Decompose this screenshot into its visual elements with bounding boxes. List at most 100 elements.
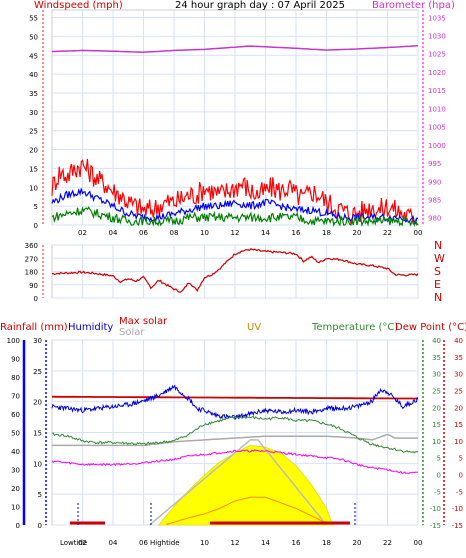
chart3-temp-tick: 30	[432, 371, 441, 379]
chart3-rain-tick: 5	[38, 491, 42, 499]
chart1-series-wind-speed	[51, 188, 419, 225]
chart3-rain-tick: 0	[38, 522, 42, 530]
chart3-series-rainfall	[51, 395, 419, 400]
chart3-x-label: 00	[414, 539, 423, 547]
chart3-humidity-tick: 90	[11, 356, 20, 364]
chart3-x-label: 14	[261, 539, 270, 547]
chart3-rain-label: Rainfall (mm)	[0, 322, 68, 333]
chart3-dew-tick: 15	[454, 421, 463, 429]
chart2-compass-label: E	[434, 278, 441, 291]
chart1-right-tick: 985	[428, 196, 441, 204]
chart3-solar-radiation-area	[157, 445, 334, 526]
chart2-left-tick: 270	[25, 255, 38, 263]
chart1-right-tick: 1020	[428, 69, 446, 77]
chart1-right-tick: 990	[428, 178, 441, 186]
chart1-right-tick: 1010	[428, 105, 446, 113]
chart3-temp-tick: 25	[432, 387, 441, 395]
chart3-humidity-tick: 70	[11, 393, 20, 401]
chart1-left-tick: 5	[34, 203, 38, 211]
chart3-humidity-tick: 30	[11, 467, 20, 475]
chart3-dew-tick: 20	[454, 404, 463, 412]
chart1-left-tick: 50	[29, 33, 38, 41]
chart3-temp-tick: 10	[432, 438, 441, 446]
chart1-left-tick: 45	[29, 52, 38, 60]
chart3-maxsolar-label: Max solar	[119, 316, 168, 327]
chart3-dew-tick: 30	[454, 371, 463, 379]
chart1-x-tick: 04	[109, 229, 118, 237]
chart3-dew-tick: 25	[454, 387, 463, 395]
chart3-x-label-hightide: Hightide	[150, 539, 180, 547]
chart3-x-label: 10	[200, 539, 209, 547]
chart1-x-tick: 08	[170, 229, 179, 237]
chart1-left-tick: 35	[29, 90, 38, 98]
chart3-humidity-tick: 60	[11, 411, 20, 419]
chart1-right-tick: 1015	[428, 87, 446, 95]
chart3-dew-tick: 35	[454, 354, 463, 362]
chart3-dew-tick: 40	[454, 337, 463, 345]
chart3-solar-label: Solar	[119, 327, 145, 338]
chart3-temp-label: Temperature (°C)	[311, 322, 398, 333]
chart3-x-label: 12	[231, 539, 240, 547]
chart3-x-label: 04	[109, 539, 118, 547]
chart3-series-temperature	[51, 415, 419, 454]
chart2-left-tick: 90	[29, 282, 38, 290]
chart3-x-label: 16	[292, 539, 301, 547]
chart2-series-wind-direction	[51, 247, 419, 293]
chart1-x-tick: 00	[414, 229, 423, 237]
chart1-left-tick: 55	[29, 15, 38, 23]
chart2-left-tick: 180	[25, 269, 38, 277]
chart3-dew-tick: 0	[459, 472, 463, 480]
chart3-dew-label: Dew Point (°C)	[395, 322, 466, 333]
chart2-left-tick: 360	[25, 242, 38, 250]
chart3-temp-tick: 0	[437, 472, 441, 480]
chart1-right-tick: 1025	[428, 51, 446, 59]
chart3-series-uv	[166, 496, 327, 525]
chart1-series-barometer	[51, 44, 419, 54]
chart3-temp-tick: 20	[432, 404, 441, 412]
chart3-x-label: 20	[353, 539, 362, 547]
chart1-left-tick: 40	[29, 71, 38, 79]
chart3-rain-tick: 20	[33, 399, 42, 407]
chart1-left-tick: 10	[29, 184, 38, 192]
chart3-series-max-solar	[149, 439, 328, 526]
chart1-x-tick: 12	[231, 229, 240, 237]
chart1-left-tick: 15	[29, 165, 38, 173]
chart3-series-humidity	[51, 384, 419, 420]
chart1-x-tick: 06	[139, 229, 148, 237]
chart1-left-label: Windspeed (mph)	[34, 0, 123, 11]
chart2-compass-label: N	[434, 291, 442, 304]
chart3-humidity-tick: 10	[11, 504, 20, 512]
chart3-rain-tick: 10	[33, 460, 42, 468]
chart3-humidity-label: Humidity	[68, 322, 113, 333]
chart1-x-tick: 16	[292, 229, 301, 237]
chart3-rain-tick: 15	[33, 430, 42, 438]
chart1-title: 24 hour graph day : 07 April 2025	[175, 0, 345, 11]
chart3-temp-tick: 15	[432, 421, 441, 429]
chart3-temp-tick: 40	[432, 337, 441, 345]
chart1-right-tick: 1005	[428, 124, 446, 132]
chart1-right-tick: 980	[428, 215, 441, 223]
chart3-temp-tick: -15	[430, 522, 441, 530]
chart1-x-tick: 20	[353, 229, 362, 237]
chart3-humidity-tick: 80	[11, 374, 20, 382]
chart3-dew-tick: 5	[459, 455, 463, 463]
chart1-right-tick: 995	[428, 160, 441, 168]
chart3-temp-tick: -5	[434, 488, 441, 496]
chart1-x-tick: 14	[261, 229, 270, 237]
chart3-dew-tick: 10	[454, 438, 463, 446]
chart1-left-tick: 0	[34, 222, 38, 230]
chart3-dew-tick: -10	[452, 505, 463, 513]
chart3-temp-tick: -10	[430, 505, 441, 513]
chart1-x-tick: 02	[78, 229, 87, 237]
chart1-series-average	[51, 206, 419, 227]
chart3-rain-tick: 30	[33, 337, 42, 345]
chart1-right-tick: 1000	[428, 142, 446, 150]
chart3-humidity-tick: 50	[11, 430, 20, 438]
chart3-temp-tick: 35	[432, 354, 441, 362]
chart1-series-gust	[51, 158, 419, 226]
chart3-humidity-tick: 100	[7, 337, 20, 345]
chart3-x-label: 06	[139, 539, 148, 547]
chart3-dew-tick: -15	[452, 522, 463, 530]
chart2-compass-label: N	[434, 239, 442, 252]
